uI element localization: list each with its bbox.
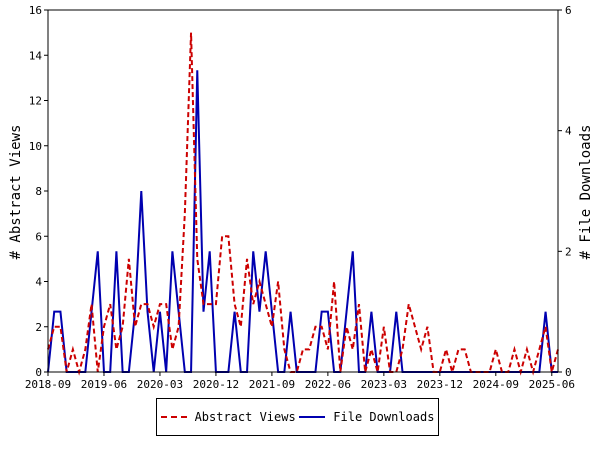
legend-entry-file-downloads: File Downloads [299,410,434,424]
x-tick-label: 2018-09 [25,378,71,391]
y-tick-label: 6 [35,230,42,243]
y-tick-label: 10 [29,140,42,153]
y-tick-label: 4 [35,276,42,289]
x-tick-label: 2022-06 [305,378,351,391]
legend-label-file-downloads: File Downloads [333,410,435,424]
x-tick-label: 2024-09 [473,378,519,391]
y2-tick-label: 0 [565,366,572,379]
legend-label-abstract-views: Abstract Views [194,410,296,424]
x-tick-label: 2025-06 [529,378,575,391]
series-line-abstract-views [47,32,559,376]
plot-area [47,32,559,376]
y2-tick-label: 2 [565,245,572,258]
x-tick-label: 2023-12 [417,378,463,391]
y-tick-label: 8 [35,185,42,198]
y-axis-title: # Abstract Views [8,125,24,260]
y-tick-label: 14 [29,49,43,62]
x-tick-label: 2021-09 [249,378,295,391]
x-tick-label: 2020-03 [137,378,183,391]
plot-frame [47,9,559,373]
y2-tick-label: 4 [565,125,572,138]
series-line-file-downloads [47,70,558,373]
y-tick-label: 12 [29,95,42,108]
axes: 0 2 4 6 8 10 12 14 16 0 2 4 6 2018-09 2019-06 2020-03 20… [25,4,575,391]
legend-entry-abstract-views: Abstract Views [160,410,296,424]
x-tick-label: 2019-06 [81,378,127,391]
legend-swatch-solid-blue [299,416,326,418]
y-tick-label: 16 [29,4,42,17]
legend-swatch-dashed-red [160,416,187,418]
y-tick-label: 0 [35,366,42,379]
x-tick-label: 2020-12 [193,378,239,391]
x-tick-label: 2023-03 [361,378,407,391]
legend: Abstract Views File Downloads [156,398,439,436]
y2-tick-label: 6 [565,4,572,17]
y2-axis-title: # File Downloads [578,125,594,260]
y-tick-label: 2 [35,321,42,334]
